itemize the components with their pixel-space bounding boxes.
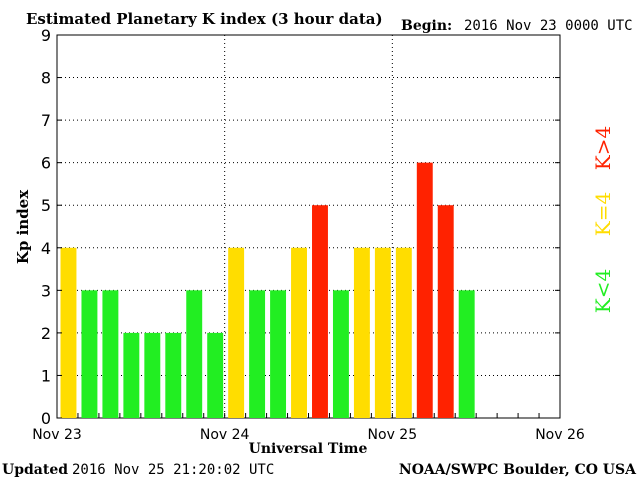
- plot-area: [56, 34, 561, 419]
- kp-bar: [186, 290, 203, 418]
- plot-frame: [56, 34, 561, 419]
- kp-bar: [81, 290, 98, 418]
- x-axis-label: Universal Time: [249, 441, 368, 457]
- y-tick-label: 7: [41, 111, 51, 130]
- y-tick-label: 0: [41, 409, 51, 428]
- kp-bar: [353, 247, 370, 418]
- kp-bar: [458, 290, 475, 418]
- kp-bar: [437, 205, 454, 418]
- kp-bar: [60, 247, 77, 418]
- begin-label: Begin:: [401, 18, 452, 34]
- x-tick-label: Nov 23: [32, 427, 82, 443]
- legend-low: K<4: [591, 269, 615, 313]
- kp-bar: [228, 247, 245, 418]
- kp-bar: [374, 247, 391, 418]
- kp-bar: [332, 290, 349, 418]
- kp-bar: [102, 290, 119, 418]
- kp-bar: [395, 247, 412, 418]
- source-credit: NOAA/SWPC Boulder, CO USA: [399, 462, 637, 478]
- begin-value: 2016 Nov 23 0000 UTC: [464, 18, 633, 34]
- x-tick-label: Nov 24: [200, 427, 250, 443]
- legend-mid: K=4: [591, 192, 615, 236]
- y-tick-label: 1: [41, 366, 51, 385]
- kp-bar: [144, 332, 161, 418]
- kp-bar: [165, 332, 182, 418]
- y-axis-label: Kp index: [14, 189, 32, 264]
- kp-bar: [207, 332, 224, 418]
- kp-bar: [312, 205, 328, 418]
- y-tick-label: 3: [41, 281, 51, 300]
- x-axis-ticks: Nov 23 Nov 24 Nov 25 Nov 26: [32, 427, 585, 443]
- updated-label: Updated: [2, 462, 68, 478]
- kp-bar: [270, 290, 287, 418]
- y-tick-label: 4: [41, 239, 51, 258]
- y-tick-label: 5: [41, 196, 51, 215]
- kp-bar: [416, 162, 433, 418]
- kp-bar: [249, 290, 266, 418]
- chart-title: Estimated Planetary K index (3 hour data…: [26, 10, 383, 28]
- kp-bar: [291, 247, 307, 418]
- x-tick-label: Nov 26: [535, 427, 585, 443]
- kp-bar: [123, 332, 140, 418]
- y-tick-label: 9: [41, 26, 51, 45]
- legend-high: K>4: [591, 126, 615, 170]
- x-tick-label: Nov 25: [368, 427, 418, 443]
- y-tick-label: 6: [41, 154, 51, 173]
- updated-value: 2016 Nov 25 21:20:02 UTC: [72, 462, 274, 478]
- y-tick-label: 8: [41, 69, 51, 88]
- y-axis-ticks: 0 1 2 3 4 5 6 7 8 9: [41, 26, 51, 428]
- y-tick-label: 2: [41, 324, 51, 343]
